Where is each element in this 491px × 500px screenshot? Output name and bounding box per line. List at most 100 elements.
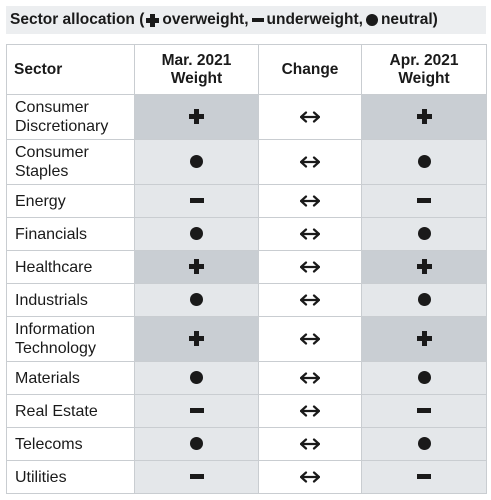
mar-weight-cell — [134, 283, 259, 317]
plus-icon — [416, 109, 432, 125]
table-row: Utilities — [6, 460, 487, 494]
double-arrow-icon — [300, 468, 320, 485]
apr-weight-cell — [361, 460, 487, 494]
change-cell — [258, 250, 362, 284]
table-row: Consumer Staples — [6, 139, 487, 185]
dot-icon — [190, 227, 203, 241]
header-apr-line1: Apr. 2021 — [389, 51, 459, 69]
sector-name: Healthcare — [6, 250, 135, 284]
dot-icon — [190, 437, 203, 451]
mar-weight-cell — [134, 250, 259, 284]
plus-icon — [146, 13, 160, 27]
table-row: Industrials — [6, 283, 487, 317]
change-cell — [258, 361, 362, 395]
plus-icon — [416, 331, 432, 347]
sector-name-line1: Real Estate — [15, 402, 98, 420]
change-cell — [258, 184, 362, 218]
dot-icon — [365, 14, 378, 26]
dot-icon — [190, 293, 203, 307]
change-cell — [258, 427, 362, 461]
double-arrow-icon — [300, 402, 320, 419]
dot-icon — [190, 155, 203, 169]
apr-weight-cell — [361, 394, 487, 428]
mar-weight-cell — [134, 94, 259, 140]
sector-name: Materials — [6, 361, 135, 395]
plus-icon — [189, 109, 204, 125]
sector-name: Energy — [6, 184, 135, 218]
table-title: Sector allocation ( overweight, underwei… — [6, 6, 486, 34]
header-mar-line1: Mar. 2021 — [161, 51, 232, 69]
apr-weight-cell — [361, 184, 487, 218]
apr-weight-cell — [361, 139, 487, 185]
sector-name: Consumer Staples — [6, 139, 135, 185]
sector-name-line2: Technology — [15, 340, 96, 357]
double-arrow-icon — [300, 153, 320, 170]
header-apr-line2: Weight — [398, 69, 450, 87]
change-cell — [258, 316, 362, 362]
change-cell — [258, 283, 362, 317]
mar-weight-cell — [134, 139, 259, 185]
table-row: Materials — [6, 361, 487, 395]
sector-allocation-table: Sector Mar. 2021 Weight Change Apr. 2021… — [6, 44, 487, 494]
table-row: Telecoms — [6, 427, 487, 461]
legend-overweight-label: overweight, — [162, 11, 249, 28]
header-row: Sector Mar. 2021 Weight Change Apr. 2021… — [6, 44, 487, 95]
double-arrow-icon — [300, 225, 320, 242]
minus-icon — [417, 408, 431, 414]
apr-weight-cell — [361, 217, 487, 251]
sector-name: Financials — [6, 217, 135, 251]
minus-icon — [251, 18, 264, 22]
change-cell — [258, 139, 362, 185]
minus-icon — [189, 408, 204, 414]
minus-icon — [189, 474, 204, 480]
change-cell — [258, 394, 362, 428]
mar-weight-cell — [134, 361, 259, 395]
dot-icon — [417, 437, 431, 451]
sector-name: Utilities — [6, 460, 135, 494]
plus-icon — [416, 259, 432, 275]
sector-name-line1: Information — [15, 321, 96, 338]
sector-name: Information Technology — [6, 316, 135, 362]
legend-underweight-label: underweight, — [266, 11, 363, 28]
sector-name: Industrials — [6, 283, 135, 317]
apr-weight-cell — [361, 94, 487, 140]
table-row: Healthcare — [6, 250, 487, 284]
title-prefix: Sector allocation ( — [10, 11, 145, 28]
legend-overweight — [146, 13, 160, 27]
minus-icon — [189, 198, 204, 204]
dot-icon — [417, 293, 431, 307]
table-row: Energy — [6, 184, 487, 218]
mar-weight-cell — [134, 316, 259, 362]
mar-weight-cell — [134, 184, 259, 218]
header-change: Change — [258, 44, 362, 95]
sector-name-line1: Consumer — [15, 99, 89, 116]
plus-icon — [189, 259, 204, 275]
sector-name-line2: Discretionary — [15, 118, 109, 135]
sector-name-line1: Industrials — [15, 291, 88, 309]
sector-name-line2: Staples — [15, 163, 69, 180]
table-row: Financials — [6, 217, 487, 251]
mar-weight-cell — [134, 427, 259, 461]
table-row: Information Technology — [6, 316, 487, 362]
mar-weight-cell — [134, 460, 259, 494]
sector-name-line1: Healthcare — [15, 258, 93, 276]
dot-icon — [417, 155, 431, 169]
dot-icon — [417, 371, 431, 385]
sector-name-line1: Telecoms — [15, 435, 83, 453]
sector-name: Telecoms — [6, 427, 135, 461]
sector-name-line1: Financials — [15, 225, 88, 243]
legend-neutral — [365, 14, 378, 26]
dot-icon — [417, 227, 431, 241]
header-mar-line2: Weight — [170, 69, 223, 87]
header-sector: Sector — [6, 44, 135, 95]
double-arrow-icon — [300, 192, 320, 209]
table-row: Real Estate — [6, 394, 487, 428]
legend-neutral-label: neutral) — [380, 11, 438, 28]
sector-name-line1: Materials — [15, 369, 80, 387]
legend-underweight — [251, 18, 264, 22]
double-arrow-icon — [300, 291, 320, 308]
double-arrow-icon — [300, 330, 320, 347]
sector-name-line1: Utilities — [15, 468, 67, 486]
apr-weight-cell — [361, 316, 487, 362]
sector-name-line1: Consumer — [15, 144, 89, 161]
